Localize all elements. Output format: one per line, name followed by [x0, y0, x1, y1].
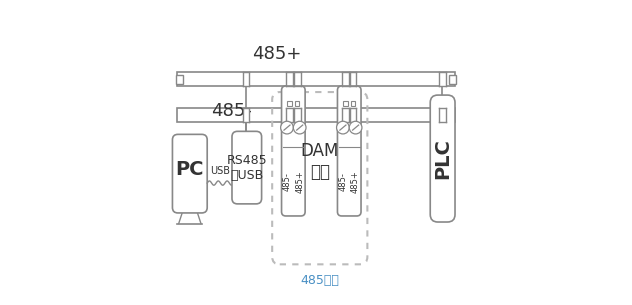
Bar: [343, 72, 349, 86]
Circle shape: [293, 121, 306, 134]
FancyBboxPatch shape: [337, 86, 361, 216]
FancyBboxPatch shape: [173, 135, 207, 213]
Bar: [349, 72, 356, 86]
Bar: [449, 74, 456, 84]
Text: 485+: 485+: [295, 170, 304, 193]
Text: 485+: 485+: [351, 170, 360, 193]
FancyBboxPatch shape: [232, 131, 262, 204]
Bar: [294, 72, 301, 86]
FancyBboxPatch shape: [281, 86, 305, 216]
FancyBboxPatch shape: [430, 95, 455, 222]
Text: 485-: 485-: [338, 172, 348, 191]
Bar: [439, 72, 446, 86]
Bar: [288, 101, 292, 106]
Bar: [177, 108, 455, 122]
Bar: [176, 74, 183, 84]
Text: 485+: 485+: [252, 45, 301, 63]
Text: RS485
转USB: RS485 转USB: [226, 154, 267, 181]
Circle shape: [281, 121, 293, 134]
Bar: [295, 101, 300, 106]
Text: DAM
模块: DAM 模块: [301, 142, 339, 181]
Bar: [286, 72, 293, 86]
Bar: [349, 108, 356, 123]
Text: 485接线: 485接线: [300, 274, 339, 287]
Circle shape: [349, 121, 362, 134]
Bar: [243, 108, 249, 123]
Bar: [351, 101, 355, 106]
Bar: [177, 72, 455, 86]
Bar: [294, 108, 301, 123]
Bar: [343, 101, 348, 106]
Text: 485-: 485-: [283, 172, 291, 191]
Text: PLC: PLC: [433, 138, 452, 179]
Text: USB: USB: [210, 167, 231, 176]
Circle shape: [337, 121, 349, 134]
Text: 485-: 485-: [211, 102, 252, 120]
Bar: [343, 108, 349, 123]
Text: PC: PC: [176, 160, 204, 179]
Bar: [286, 108, 293, 123]
Bar: [439, 108, 446, 123]
Bar: [243, 72, 249, 86]
